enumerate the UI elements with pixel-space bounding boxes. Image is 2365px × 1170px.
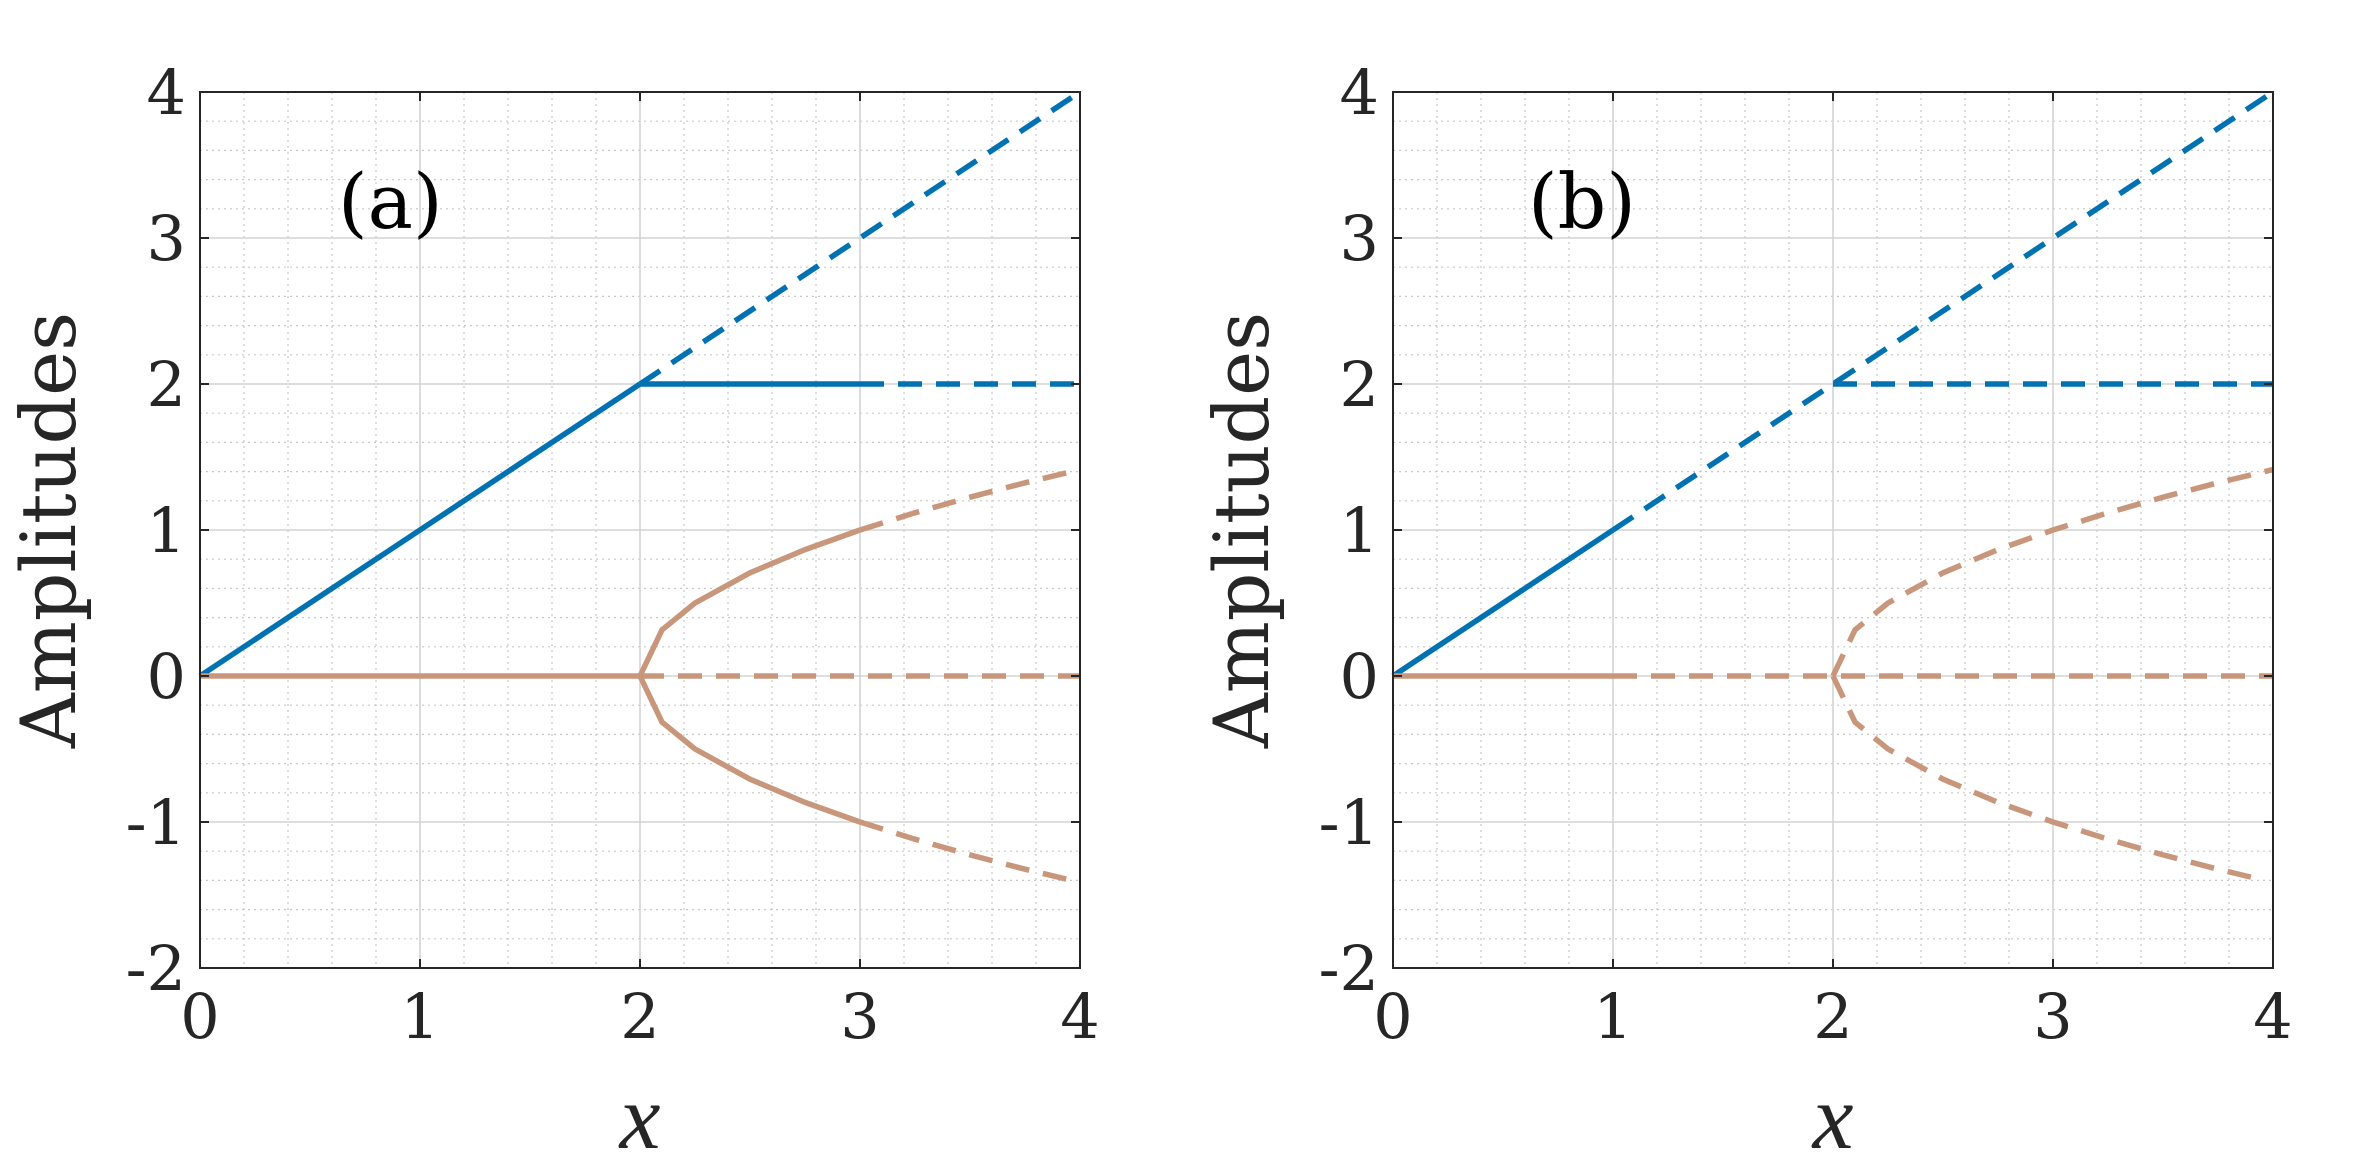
y-axis-title: Amplitudes [4,312,93,749]
y-tick-label: 2 [1340,348,1379,421]
panel-label: (b) [1528,157,1636,246]
y-tick-label: 3 [1340,202,1379,275]
y-tick-label: 0 [147,640,186,713]
y-tick-label: 0 [1340,640,1379,713]
series-line-1 [638,89,1082,387]
x-tick-label: 0 [1373,980,1412,1053]
x-tick-label: 1 [400,980,439,1053]
x-tick-label: 2 [1813,980,1852,1053]
y-tick-label: 3 [147,202,186,275]
series-group [198,89,1082,886]
x-tick-label: 3 [840,980,879,1053]
series-line-0 [198,381,642,679]
y-tick-label: -2 [126,932,186,1005]
series-line-6 [637,527,861,678]
axes [199,91,1081,969]
x-axis-title: x [618,1066,661,1168]
x-tick-label: 4 [1060,980,1099,1053]
y-tick-label: 1 [1340,494,1379,567]
y-axis-title: Amplitudes [1197,312,1286,749]
series-line-5 [1830,466,2274,678]
y-tick-label: 2 [147,348,186,421]
panel-label: (a) [338,157,443,246]
panel-b: 0 1 2 3 4 -2 -1 0 1 2 3 4 x Amplitudes (b) [1197,56,2293,1168]
series-line-8 [637,674,861,825]
x-axis-title: x [1811,1066,1854,1168]
series-line-9 [859,819,1081,886]
y-tick-label: 4 [147,56,186,129]
series-line-6 [1830,674,2263,883]
y-tick-label: -2 [1319,932,1379,1005]
x-tick-label: 2 [620,980,659,1053]
y-tick-label: 4 [1340,56,1379,129]
axes [1392,91,2274,969]
y-tick-label: -1 [126,786,186,859]
y-tick-label: -1 [1319,786,1379,859]
y-tick-label: 1 [147,494,186,567]
x-tick-label: 1 [1593,980,1632,1053]
x-tick-label: 3 [2033,980,2072,1053]
x-tick-label: 0 [180,980,219,1053]
series-group [1391,89,2275,883]
x-tick-label: 4 [2253,980,2292,1053]
series-line-7 [859,466,1081,533]
panel-a: 0 1 2 3 4 -2 -1 0 1 2 3 4 x Amplitudes (a) [4,56,1100,1168]
series-line-0 [1391,527,1615,679]
series-line-1 [1611,89,2275,533]
